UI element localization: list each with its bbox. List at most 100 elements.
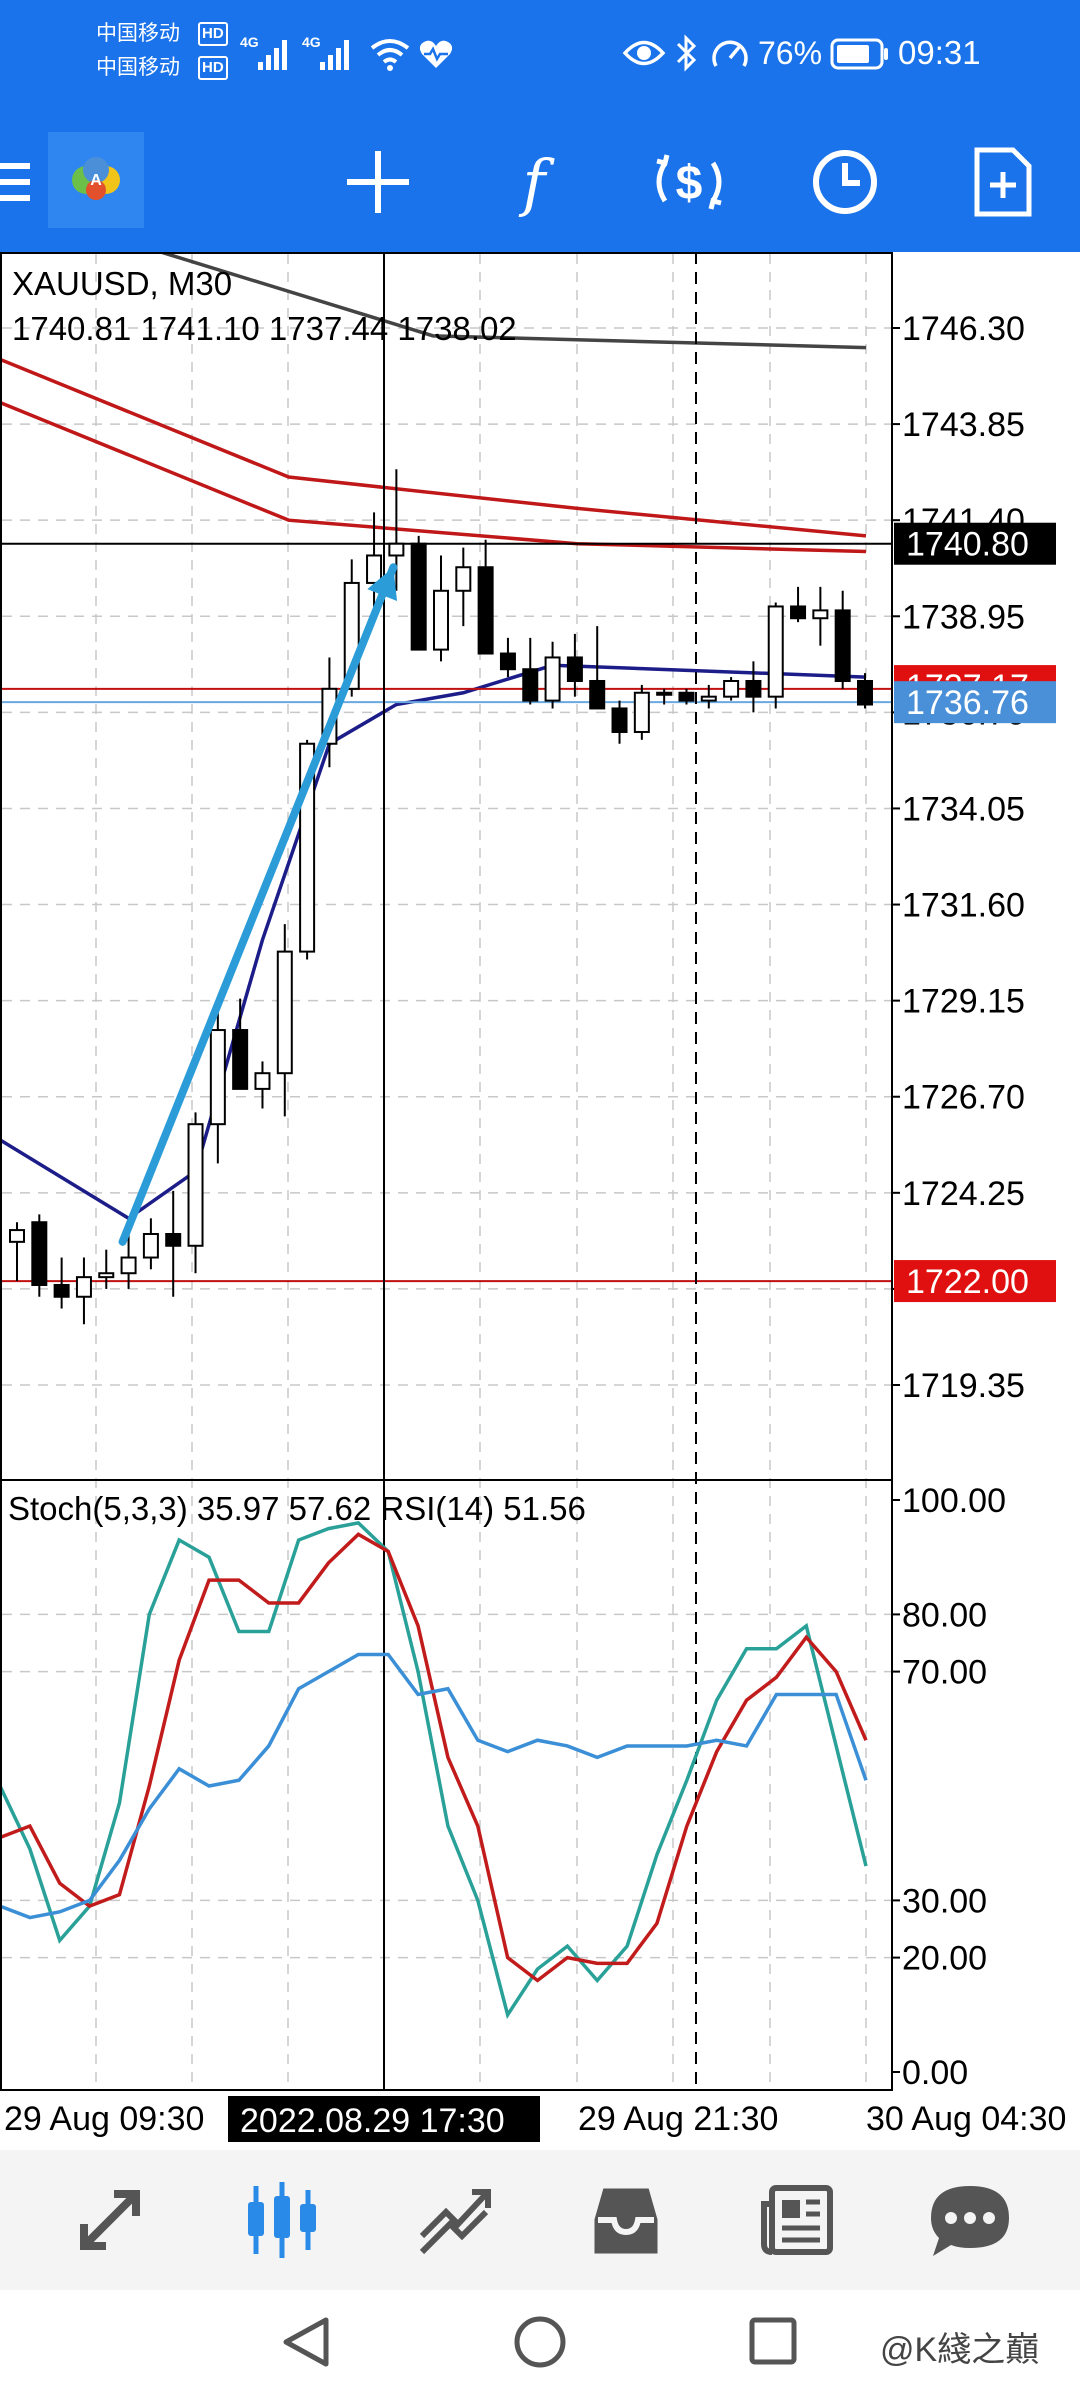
health-heart-icon xyxy=(419,40,453,68)
candle-38 xyxy=(857,673,873,709)
ma-line-1 xyxy=(0,357,867,538)
osc-tick-label-5: 0.00 xyxy=(902,2054,968,2092)
candle-body xyxy=(9,1229,25,1243)
candle-33 xyxy=(745,661,762,713)
quotes-icon[interactable] xyxy=(50,2150,170,2290)
chart-canvas[interactable]: 1746.301743.851741.401738.951736.761734.… xyxy=(0,252,1080,2150)
app-logo-icon[interactable]: A xyxy=(48,132,144,228)
candle-body xyxy=(611,707,628,733)
candle-36 xyxy=(812,586,829,646)
bluetooth-icon xyxy=(676,34,697,72)
candle-body xyxy=(544,656,561,702)
candle-body xyxy=(767,605,784,698)
hd-badge-2: HD xyxy=(198,56,228,80)
price-tick-label-9: 1724.25 xyxy=(902,1175,1025,1213)
crosshair-time-text: 2022.08.29 17:30 xyxy=(240,2102,505,2140)
hd-badge-1: HD xyxy=(198,22,228,46)
indicators-icon[interactable]: f xyxy=(522,145,546,219)
candle-11 xyxy=(254,1061,271,1109)
trend-arrow-head xyxy=(367,567,398,602)
candle-31 xyxy=(700,684,717,709)
news-icon[interactable] xyxy=(738,2150,858,2290)
wifi-icon xyxy=(370,39,410,71)
candle-body xyxy=(834,609,851,682)
candle-26 xyxy=(589,626,606,710)
status-bar: 中国移动 中国移动 HD HD 4G 4G 76% 09:31 xyxy=(0,0,1080,112)
recents-icon[interactable] xyxy=(744,2312,804,2377)
candle-body xyxy=(254,1072,271,1090)
system-nav-bar: @K綫之巔 xyxy=(0,2290,1080,2400)
candle-body xyxy=(589,679,606,710)
candles xyxy=(9,469,873,1325)
price-tick-label-7: 1729.15 xyxy=(902,983,1025,1021)
grid xyxy=(2,254,892,2090)
eye-icon xyxy=(622,40,666,66)
chat-icon[interactable] xyxy=(910,2150,1030,2290)
templates-icon[interactable] xyxy=(958,132,1048,232)
home-icon[interactable] xyxy=(510,2312,570,2377)
candle-23 xyxy=(522,637,539,705)
candle-body xyxy=(700,695,717,702)
candle-body xyxy=(745,679,762,698)
price-label-text: 1740.80 xyxy=(906,526,1029,564)
crosshair-icon[interactable] xyxy=(338,132,418,232)
back-icon[interactable] xyxy=(276,2312,336,2377)
candle-4 xyxy=(98,1249,115,1289)
battery-icon xyxy=(830,38,888,70)
battery-percent: 76% xyxy=(758,35,823,71)
network-type-2: 4G xyxy=(302,34,321,50)
candle-19 xyxy=(433,555,449,662)
price-tick-label-6: 1731.60 xyxy=(902,887,1025,925)
candle-28 xyxy=(633,684,650,740)
trade-symbol-icon[interactable]: $ xyxy=(644,132,734,232)
price-tick-label-11: 1719.35 xyxy=(902,1367,1025,1405)
crosshair-time-box xyxy=(228,2096,540,2142)
svg-text:$: $ xyxy=(676,157,703,210)
candle-18 xyxy=(410,535,427,651)
bottom-nav xyxy=(0,2150,1080,2290)
chart-icon[interactable] xyxy=(222,2150,342,2290)
price-label-box xyxy=(894,1260,1056,1303)
candle-37 xyxy=(834,590,851,689)
price-tick-label-8: 1726.70 xyxy=(902,1079,1025,1117)
candle-3 xyxy=(75,1257,92,1325)
chart-area[interactable]: 1746.301743.851741.401738.951736.761734.… xyxy=(0,252,1080,2150)
candle-body xyxy=(75,1276,92,1298)
candle-30 xyxy=(678,688,695,705)
candle-body xyxy=(656,691,673,696)
candle-35 xyxy=(790,586,807,623)
candle-7 xyxy=(165,1190,182,1297)
chart-toolbar: A f $ xyxy=(0,112,1080,252)
candle-22 xyxy=(499,637,516,678)
trade-icon[interactable] xyxy=(394,2150,514,2290)
osc-tick-label-3: 30.00 xyxy=(902,1882,987,1920)
ohlc-label: 1740.81 1741.10 1737.44 1738.02 xyxy=(12,310,517,347)
candle-body xyxy=(142,1233,159,1259)
candle-body xyxy=(433,589,449,651)
network-type-1: 4G xyxy=(240,34,259,50)
candle-body xyxy=(165,1233,182,1247)
price-tick-label-3: 1738.95 xyxy=(902,598,1025,636)
candle-1 xyxy=(31,1214,48,1297)
candle-body xyxy=(98,1272,115,1279)
osc-line-0 xyxy=(0,1520,868,2020)
candle-body xyxy=(522,668,539,702)
candle-body xyxy=(120,1256,137,1275)
timeframe-clock-icon[interactable] xyxy=(800,132,890,232)
candle-12 xyxy=(276,924,293,1117)
candle-32 xyxy=(723,677,740,701)
menu-icon[interactable] xyxy=(0,142,34,222)
candle-body xyxy=(276,950,293,1075)
time-axis-label-1: 29 Aug 21:30 xyxy=(578,2100,778,2138)
candle-body xyxy=(232,1029,249,1090)
candle-34 xyxy=(767,602,784,709)
candle-9 xyxy=(209,1010,226,1164)
price-label-2: 1722.00 xyxy=(894,1260,1056,1303)
candle-body xyxy=(790,605,807,620)
signal-icon-2 xyxy=(320,40,349,70)
time-axis-label-2: 30 Aug 04:30 xyxy=(866,2100,1066,2138)
candle-body xyxy=(812,609,829,620)
candle-body xyxy=(31,1221,48,1286)
history-icon[interactable] xyxy=(566,2150,686,2290)
price-label-0: 1740.80 xyxy=(894,522,1056,565)
